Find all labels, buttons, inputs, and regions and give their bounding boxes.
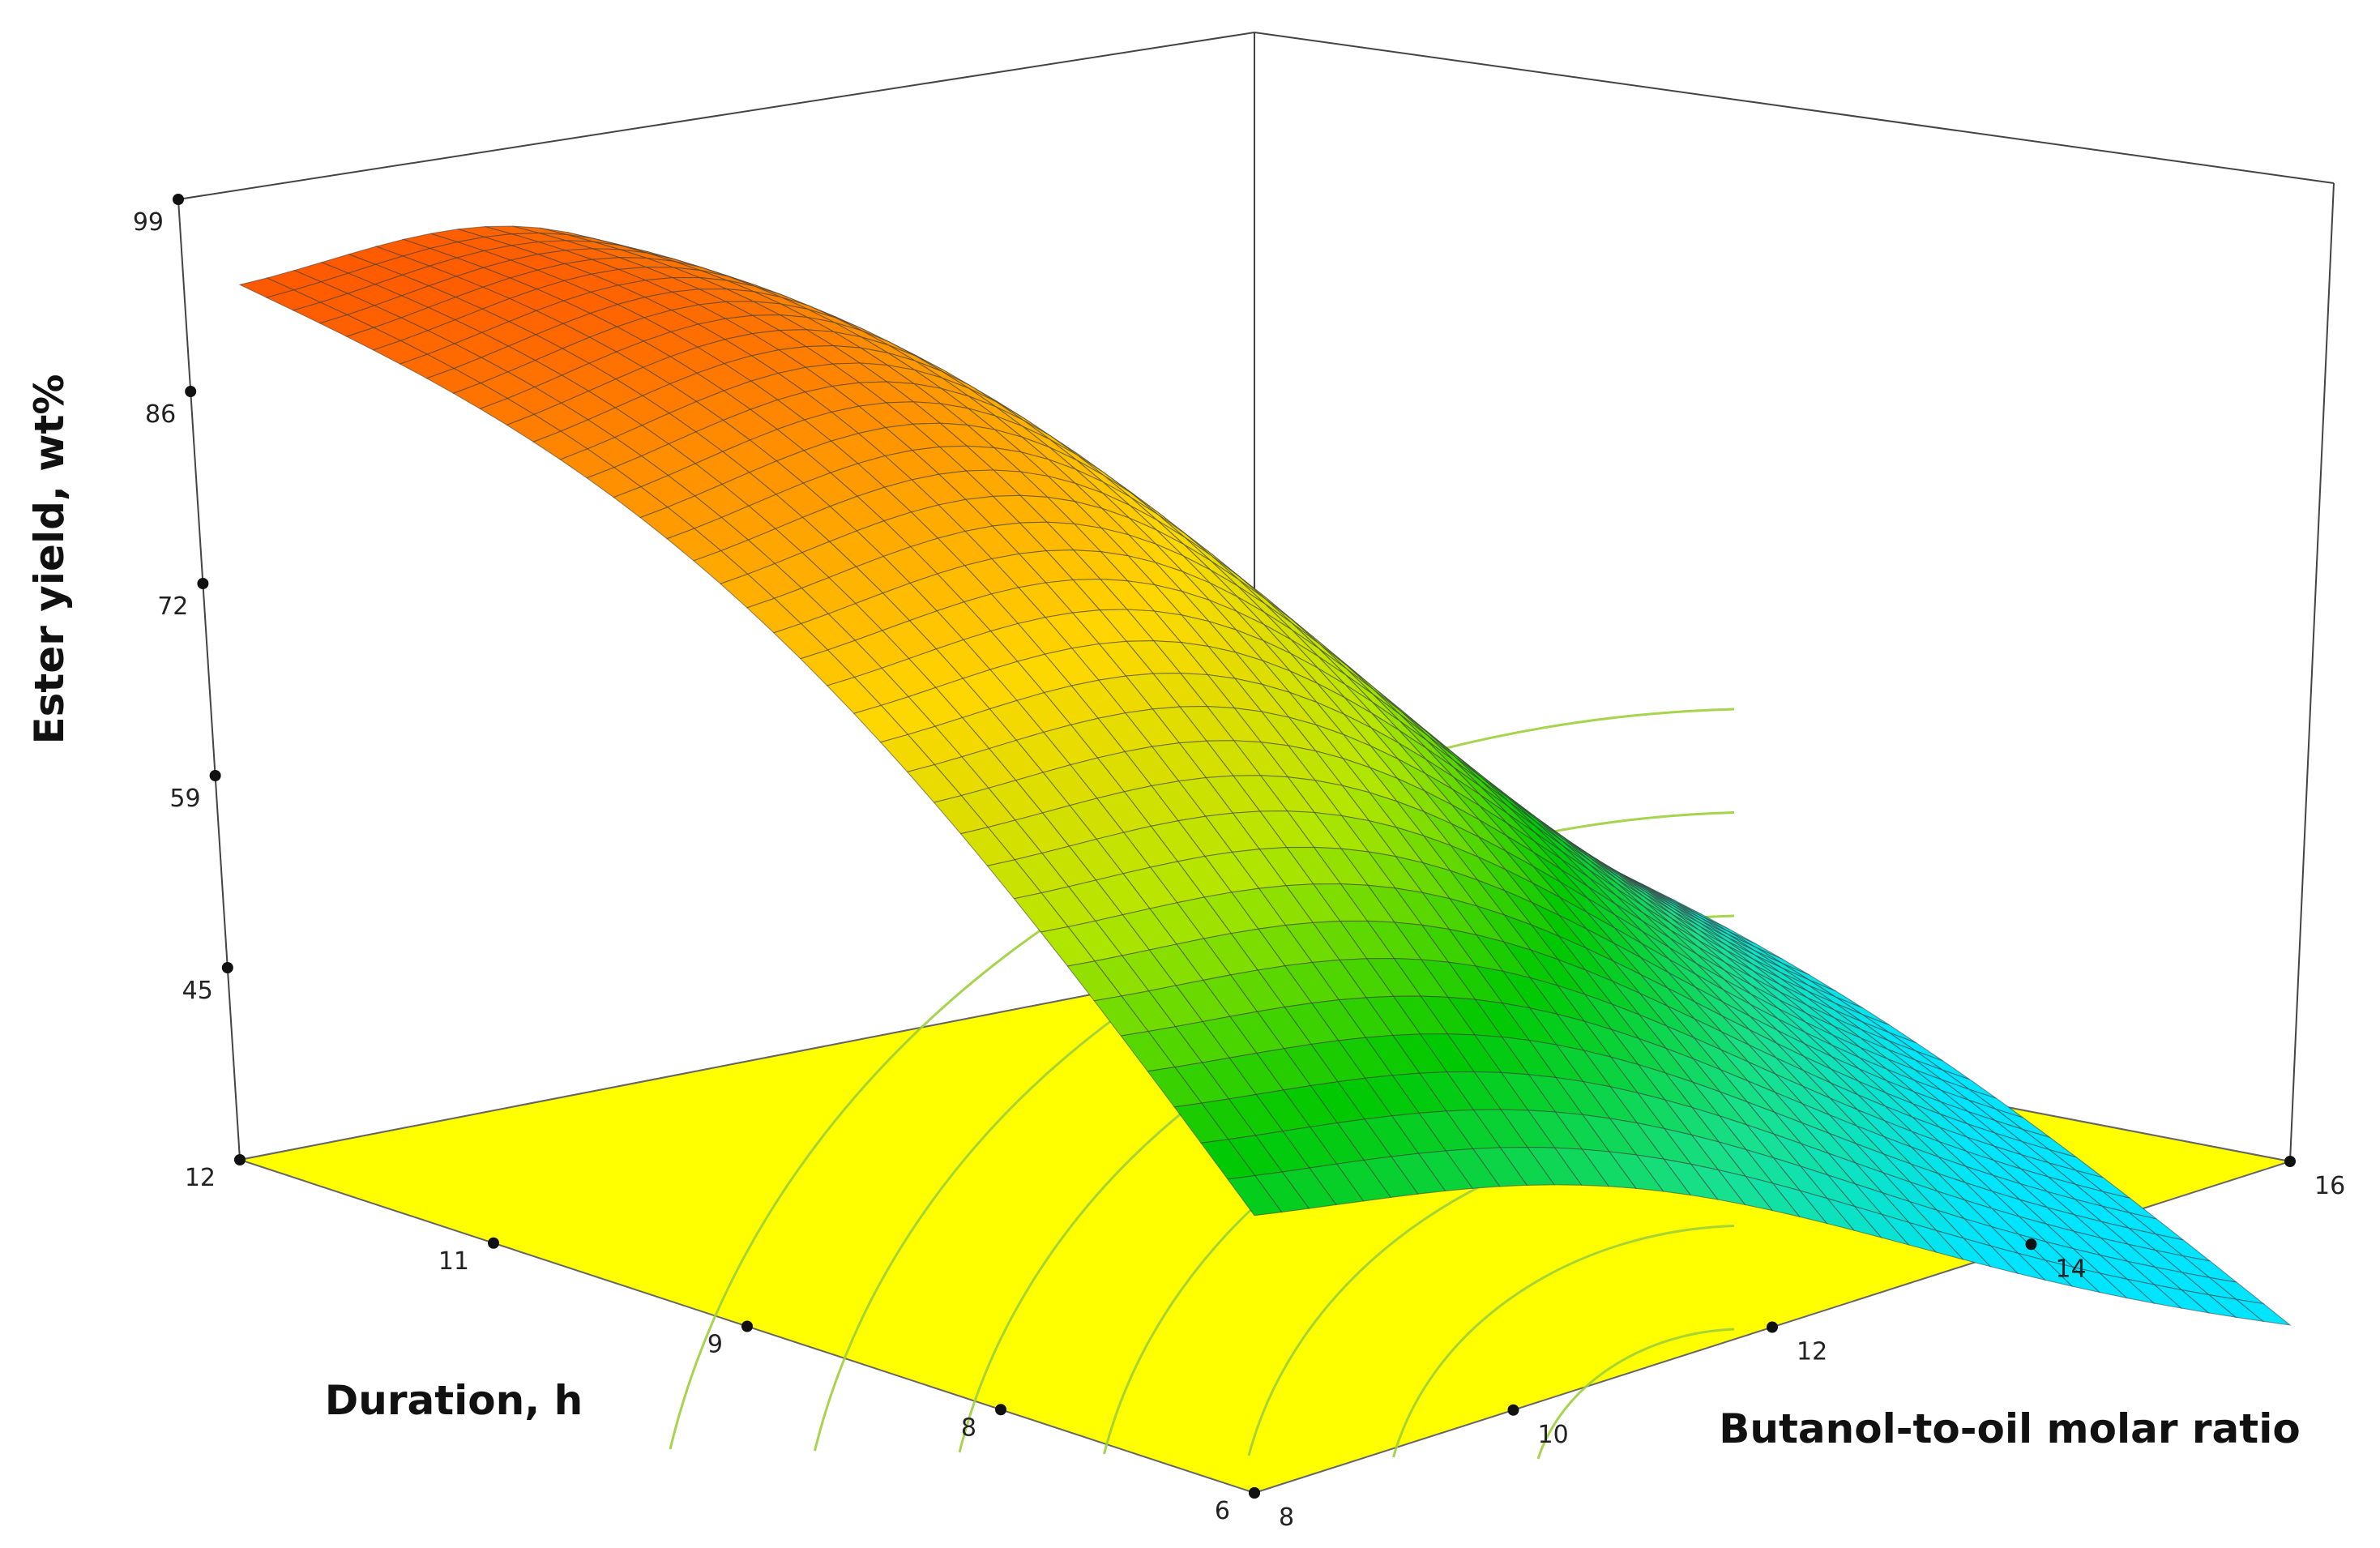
left-vertical-edge [177,199,241,1161]
contour-line [1536,1328,1735,1460]
y-tick-label: 6 [1215,1497,1230,1525]
z-tick-label: 45 [182,977,213,1005]
z-axis: 45 59 72 86 99 Ester yield, wt% [26,194,233,1005]
x-axis-title: Butanol-to-oil molar ratio [1719,1405,2300,1452]
x-tick-marker [2025,1238,2037,1251]
x-axis: 8 10 12 14 16 Butanol-to-oil molar ratio [1249,1156,2345,1532]
x-tick-marker [1249,1487,1260,1499]
right-vertical-edge [2289,182,2335,1162]
z-tick-marker [221,962,233,973]
z-tick-marker [197,578,209,589]
z-axis-title: Ester yield, wt% [26,374,73,745]
y-tick-marker [234,1154,246,1165]
y-tick-label: 12 [185,1164,216,1192]
contour-line [1392,1225,1735,1458]
z-tick-label: 86 [145,400,176,429]
z-tick-label: 99 [133,208,164,237]
y-tick-label: 8 [961,1413,976,1442]
x-tick-marker [1507,1404,1519,1416]
x-tick-marker [1767,1321,1778,1333]
y-axis-title: Duration, h [325,1377,583,1424]
z-tick-marker [209,770,221,781]
x-tick-marker [2284,1156,2296,1167]
y-tick-marker [995,1404,1006,1416]
right-wall-top-edge [1254,32,2335,184]
x-tick-label: 10 [1538,1421,1569,1449]
surface-cell [1227,1175,1283,1217]
left-wall-top-edge [177,32,1255,200]
z-tick-label: 72 [157,592,188,621]
x-tick-label: 14 [2056,1255,2087,1283]
x-tick-label: 12 [1797,1338,1827,1366]
y-tick-label: 11 [438,1247,469,1276]
z-tick-marker [185,386,197,397]
y-axis: 6 8 9 11 12 Duration, h [185,1154,1260,1525]
z-tick-label: 59 [169,785,200,813]
y-tick-marker [488,1237,499,1249]
y-tick-marker [741,1320,753,1332]
x-tick-label: 16 [2314,1172,2345,1200]
z-tick-marker [173,194,184,205]
response-surface [238,225,2292,1326]
x-tick-label: 8 [1279,1503,1294,1532]
y-tick-label: 9 [707,1331,723,1359]
